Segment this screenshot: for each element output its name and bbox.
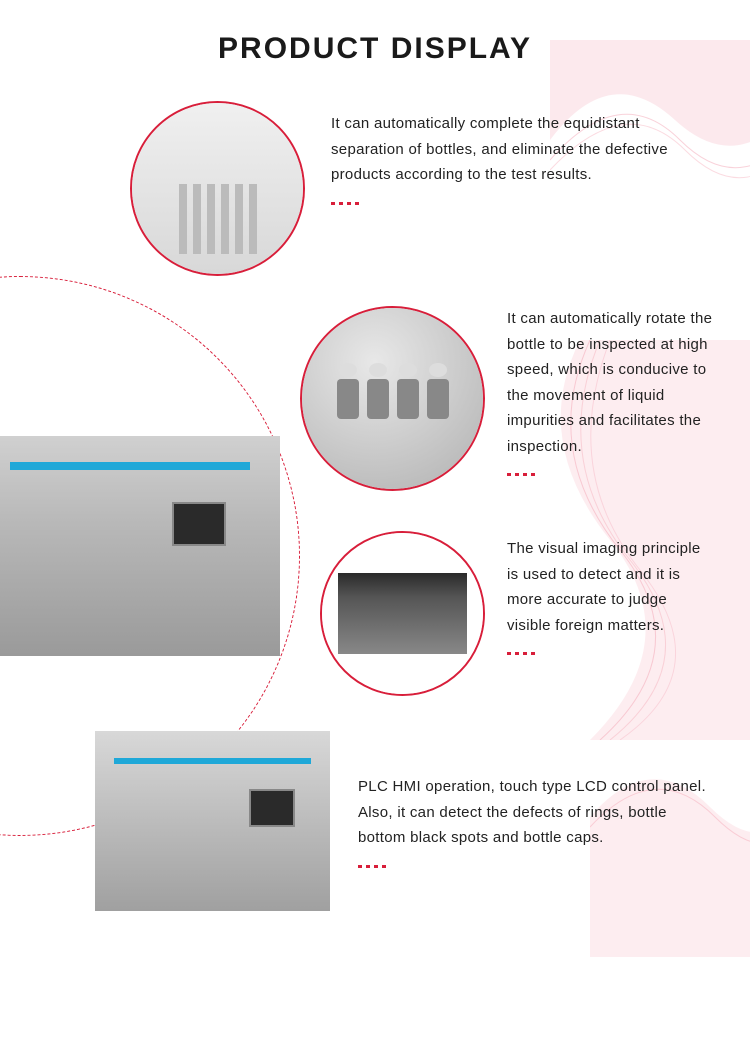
divider-3	[507, 652, 537, 655]
feature-image-2	[300, 306, 485, 491]
feature-row-4: PLC HMI operation, touch type LCD contro…	[95, 731, 720, 911]
divider-2	[507, 473, 537, 476]
feature-text-2: It can automatically rotate the bottle t…	[507, 306, 722, 459]
feature-text-1: It can automatically complete the equidi…	[331, 101, 681, 188]
feature-row-3: The visual imaging principle is used to …	[320, 531, 720, 696]
feature-text-4: PLC HMI operation, touch type LCD contro…	[358, 774, 708, 851]
feature-text-3: The visual imaging principle is used to …	[507, 531, 707, 638]
divider-1	[331, 202, 361, 205]
feature-row-2: It can automatically rotate the bottle t…	[300, 306, 720, 491]
divider-4	[358, 865, 388, 868]
feature-image-4	[95, 731, 330, 911]
feature-image-3	[320, 531, 485, 696]
main-machine-image	[0, 436, 280, 656]
feature-row-1: It can automatically complete the equidi…	[130, 101, 720, 276]
content-area: It can automatically complete the equidi…	[0, 66, 750, 911]
page-title: PRODUCT DISPLAY	[0, 0, 750, 66]
feature-image-1	[130, 101, 305, 276]
